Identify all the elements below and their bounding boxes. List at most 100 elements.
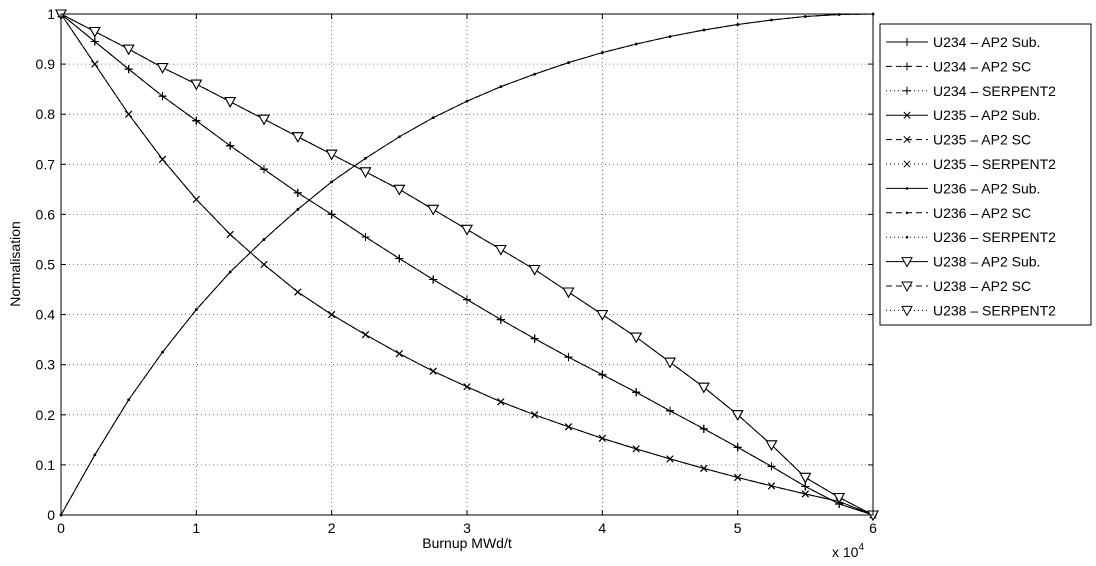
series-marker-5 bbox=[801, 490, 809, 498]
legend-marker bbox=[903, 38, 911, 46]
series-marker-11 bbox=[224, 97, 237, 108]
series-marker-2 bbox=[666, 406, 674, 415]
series-marker-2 bbox=[699, 424, 708, 433]
series-marker-2 bbox=[327, 210, 336, 219]
series-marker-5 bbox=[395, 350, 403, 358]
legend-label: U235 – AP2 Sub. bbox=[933, 107, 1040, 123]
legend-label: U238 – AP2 Sub. bbox=[933, 254, 1040, 270]
y-tick-label: 0.5 bbox=[36, 257, 56, 273]
series-marker-8 bbox=[195, 308, 198, 311]
series-marker-11 bbox=[664, 357, 676, 369]
series-marker-11 bbox=[291, 132, 304, 143]
series-marker-8 bbox=[296, 208, 300, 211]
series-marker-5 bbox=[328, 311, 336, 319]
series-marker-11 bbox=[88, 27, 101, 38]
series-marker-8 bbox=[431, 116, 435, 120]
series-marker-2 bbox=[226, 141, 235, 150]
series-marker-11 bbox=[731, 410, 744, 421]
series-marker-5 bbox=[463, 383, 471, 391]
x-axis-label: Burnup MWd/t bbox=[422, 535, 512, 551]
series-marker-2 bbox=[632, 388, 641, 397]
y-tick-label: 1 bbox=[47, 6, 55, 22]
series-marker-11 bbox=[596, 310, 609, 321]
series-marker-2 bbox=[429, 275, 438, 284]
legend-item: U238 – AP2 Sub. bbox=[886, 254, 1040, 270]
legend-marker bbox=[903, 86, 911, 95]
legend-box bbox=[879, 23, 1092, 326]
x-tick-label: 3 bbox=[463, 520, 471, 536]
series-marker-11 bbox=[427, 204, 440, 216]
x-axis-multiplier-exponent: 4 bbox=[858, 542, 864, 553]
series-marker-2 bbox=[361, 232, 370, 241]
series-lines bbox=[55, 9, 879, 522]
legend-item: U236 – AP2 Sub. bbox=[886, 180, 1040, 196]
series-marker-11 bbox=[528, 265, 541, 276]
series-marker-8 bbox=[601, 51, 604, 54]
series-marker-11 bbox=[765, 440, 778, 451]
legend-label: U238 – AP2 SC bbox=[933, 278, 1031, 294]
legend-item: U235 – AP2 SC bbox=[886, 132, 1031, 148]
series-marker-2 bbox=[124, 65, 133, 74]
series-marker-2 bbox=[733, 443, 742, 452]
series-marker-2 bbox=[598, 370, 607, 379]
x-tick-label: 1 bbox=[192, 520, 200, 536]
series-marker-5 bbox=[260, 260, 268, 269]
series-marker-2 bbox=[801, 482, 810, 491]
legend-marker bbox=[901, 257, 913, 268]
series-marker-5 bbox=[158, 155, 167, 163]
series-marker-5 bbox=[700, 464, 708, 472]
series-marker-8 bbox=[533, 72, 536, 76]
series-marker-8 bbox=[465, 99, 469, 103]
legend-marker bbox=[905, 235, 909, 239]
y-tick-label: 0.6 bbox=[36, 206, 56, 222]
y-axis-label: Normalisation bbox=[7, 221, 23, 307]
legend-marker bbox=[903, 62, 911, 71]
series-marker-5 bbox=[497, 398, 505, 406]
series-marker-2 bbox=[395, 254, 404, 263]
legend-marker bbox=[903, 111, 911, 119]
series-marker-11 bbox=[833, 492, 846, 504]
series-marker-5 bbox=[125, 110, 133, 118]
legend-item: U234 – AP2 SC bbox=[886, 58, 1031, 74]
series-marker-5 bbox=[666, 455, 674, 463]
series-marker-8 bbox=[228, 270, 232, 274]
y-tick-label: 0 bbox=[47, 507, 55, 523]
series-marker-11 bbox=[697, 382, 710, 394]
series-marker-8 bbox=[770, 18, 773, 22]
legend-label: U238 – SERPENT2 bbox=[933, 302, 1056, 318]
series-marker-2 bbox=[90, 37, 99, 46]
series-marker-11 bbox=[461, 224, 473, 236]
legend-label: U235 – AP2 SC bbox=[933, 132, 1031, 148]
legend-item: U235 – SERPENT2 bbox=[886, 156, 1056, 172]
series-marker-2 bbox=[564, 353, 573, 362]
series-marker-5 bbox=[767, 482, 776, 490]
series-marker-8 bbox=[702, 28, 706, 32]
y-tick-label: 0.2 bbox=[36, 407, 56, 423]
x-tick-label: 2 bbox=[328, 520, 336, 536]
legend-item: U234 – SERPENT2 bbox=[886, 83, 1056, 99]
legend-label: U236 – AP2 Sub. bbox=[933, 180, 1040, 196]
series-marker-11 bbox=[325, 149, 338, 161]
y-tick-label: 0.8 bbox=[36, 106, 56, 122]
series-marker-5 bbox=[91, 60, 99, 68]
y-tick-label: 0.3 bbox=[36, 357, 56, 373]
axis-ticks: 0 1 2 3 4 5 6 0 0.1 0.2 0.3 0.4 0.5 0.6 0.7 0.8 0.9 1 bbox=[36, 6, 878, 536]
series-marker-8 bbox=[736, 23, 739, 26]
legend-label: U234 – AP2 Sub. bbox=[933, 34, 1040, 50]
legend-marker bbox=[901, 281, 913, 293]
series-marker-5 bbox=[598, 434, 606, 442]
legend-item: U238 – SERPENT2 bbox=[886, 302, 1056, 318]
series-marker-2 bbox=[293, 188, 302, 197]
legend-marker bbox=[905, 187, 909, 190]
legend-marker bbox=[905, 211, 909, 215]
series-marker-8 bbox=[161, 350, 164, 354]
x-tick-label: 4 bbox=[598, 520, 606, 536]
series-11 bbox=[55, 9, 879, 522]
series-marker-2 bbox=[496, 315, 505, 324]
x-axis-multiplier: x 104 bbox=[832, 542, 864, 560]
series-2 bbox=[57, 10, 877, 519]
y-tick-label: 0.4 bbox=[36, 307, 56, 323]
series-marker-11 bbox=[190, 79, 203, 91]
series-marker-5 bbox=[632, 445, 640, 453]
series-marker-8 bbox=[668, 35, 672, 38]
